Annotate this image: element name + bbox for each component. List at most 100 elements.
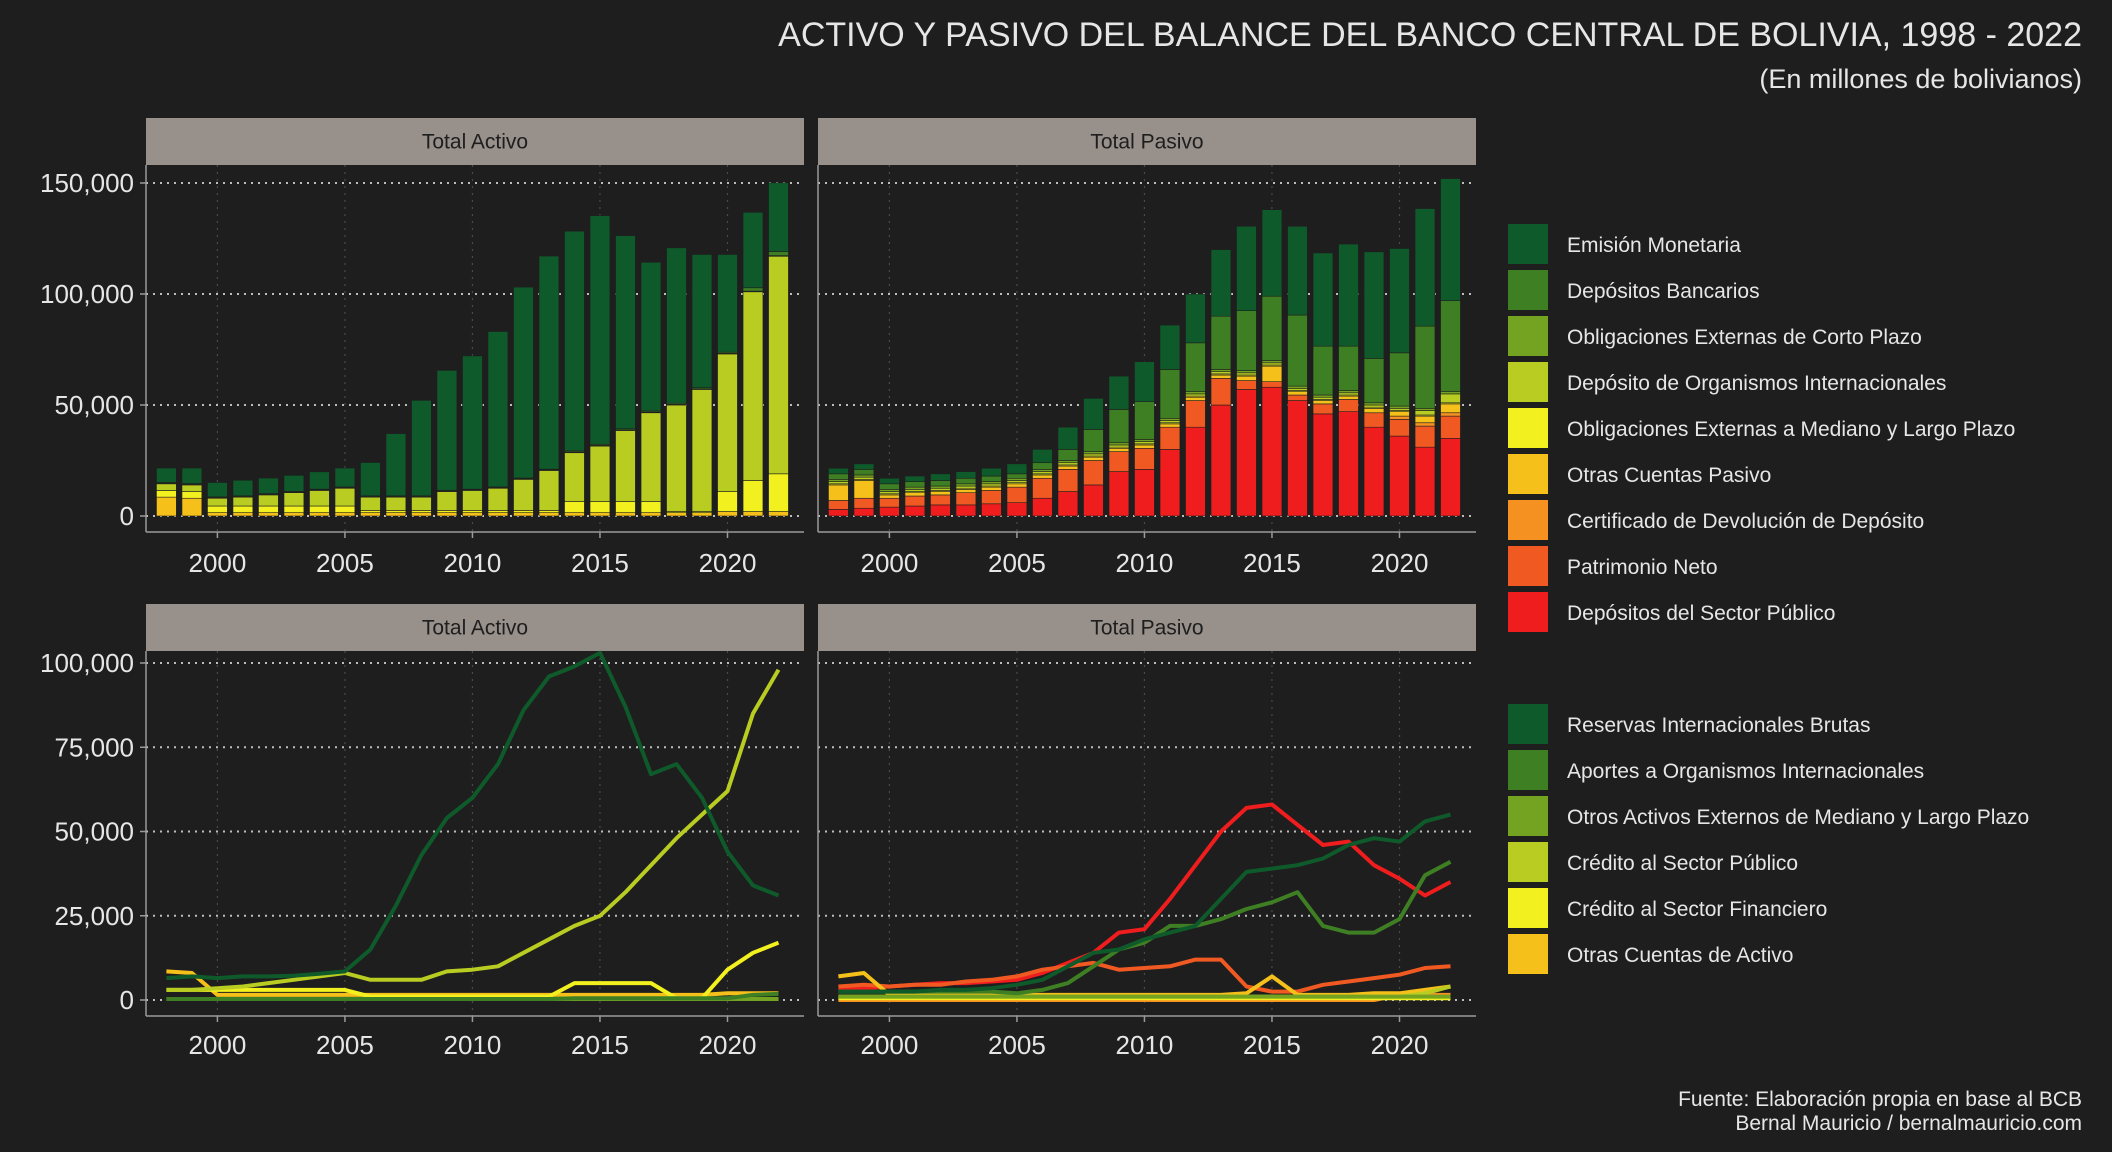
bar-segment: [879, 494, 900, 499]
bar-segment: [717, 511, 738, 517]
bar-segment: [334, 505, 356, 513]
legend-swatch: [1508, 546, 1548, 586]
bar-segment: [436, 510, 458, 513]
bar-segment: [691, 512, 713, 517]
bar-segment: [334, 487, 356, 507]
bar-segment: [1185, 400, 1206, 428]
bar-segment: [1032, 477, 1053, 499]
bar-segment: [879, 497, 900, 508]
bar-segment: [538, 512, 560, 517]
strip-background: [146, 604, 804, 651]
bar-segment: [717, 254, 738, 353]
legend-swatch: [1508, 704, 1548, 744]
bar-segment: [564, 501, 585, 513]
bar-segment: [904, 486, 926, 490]
bar-segment: [436, 491, 458, 511]
bar-segment: [853, 469, 875, 476]
bar-segment: [564, 512, 585, 517]
bar-segment: [1338, 392, 1359, 396]
bar-segment: [904, 505, 926, 517]
bar-segment: [853, 480, 875, 499]
legend-label: Crédito al Sector Financiero: [1567, 898, 1827, 921]
y-tick-label: 150,000: [40, 168, 134, 198]
bar-segment: [981, 481, 1002, 485]
bar-segment: [258, 477, 279, 494]
bar-segment: [232, 479, 254, 497]
legend-swatch: [1508, 796, 1548, 836]
panel-4: Total Pasivo 2000 2005 2010 2015 2020: [817, 604, 1476, 1060]
bar-segment: [1006, 480, 1028, 484]
bar-segment: [828, 467, 849, 475]
bar-segment: [904, 489, 926, 492]
bar-segment: [879, 483, 900, 490]
bar-segment: [1440, 391, 1461, 395]
bar-segment: [1287, 400, 1308, 517]
bar-segment: [1363, 404, 1385, 408]
bar-segment: [436, 512, 458, 517]
bar-segment: [1440, 437, 1461, 517]
bar-segment: [232, 512, 254, 517]
bar-segment: [1108, 447, 1130, 452]
bar-segment: [1287, 394, 1308, 401]
panel-3: Total Activo 0 25,000 50,000 75,000 100,000 20…: [40, 604, 804, 1060]
legend-activo: Reservas Internacionales Brutas Aportes a…: [1508, 704, 2029, 974]
bar-segment: [513, 512, 534, 517]
legend-swatch: [1508, 888, 1548, 928]
bar-segment: [1389, 435, 1410, 517]
bar-segment: [981, 486, 1002, 491]
bar-segment: [1032, 474, 1053, 479]
bar-segment: [1032, 471, 1053, 475]
bar-segment: [1440, 403, 1461, 414]
bar-segment: [930, 473, 951, 481]
bar-segment: [1006, 473, 1028, 479]
bar-segment: [955, 483, 977, 487]
bar-segment: [258, 512, 279, 517]
bar-segment: [1108, 442, 1130, 446]
bar-segment: [283, 512, 305, 517]
x-tick-label: 2010: [444, 548, 502, 578]
bar-segment: [1236, 389, 1257, 517]
legend-swatch: [1508, 842, 1548, 882]
bar-segment: [1261, 295, 1283, 361]
bar-segment: [1006, 463, 1028, 475]
bar-segment: [1083, 484, 1104, 517]
bar-segment: [385, 512, 407, 517]
bar-segment: [1057, 449, 1079, 461]
bar-segment: [385, 510, 407, 513]
panel-1: Total Activo 0 50,000 100,000 150,000 2000 200…: [40, 118, 804, 578]
bar-segment: [666, 404, 687, 512]
source-note: Fuente: Elaboración propia en base al BC…: [1678, 1088, 2082, 1111]
x-tick-label: 2020: [1371, 548, 1429, 578]
bar-segment: [1363, 251, 1385, 359]
bar-segment: [1159, 420, 1181, 424]
bar-segment: [1057, 465, 1079, 470]
bar-segment: [1083, 453, 1104, 457]
bar-segment: [1083, 460, 1104, 486]
bar-segment: [640, 412, 662, 502]
bar-segment: [981, 490, 1002, 505]
legend-label: Patrimonio Neto: [1567, 556, 1718, 579]
x-tick-label: 2000: [188, 548, 246, 578]
bar-segment: [538, 255, 560, 470]
bar-segment: [283, 505, 305, 513]
bar-segment: [411, 400, 432, 497]
bar-segment: [1159, 449, 1181, 517]
bar-segment: [768, 255, 789, 475]
legend-label: Certificado de Devolución de Depósito: [1567, 510, 1924, 533]
bar-segment: [309, 471, 330, 490]
bar-segment: [1210, 404, 1232, 517]
bar-segment: [1134, 447, 1155, 470]
legend-label: Aportes a Organismos Internacionales: [1567, 760, 1924, 783]
bar-segment: [615, 512, 636, 517]
bar-segment: [1134, 441, 1155, 445]
bar-segment: [1210, 315, 1232, 370]
bar-segment: [1338, 390, 1359, 394]
bar-segment: [181, 484, 203, 492]
bar-segment: [207, 497, 228, 507]
y-tick-label: 100,000: [40, 648, 134, 678]
legend-swatch: [1508, 224, 1548, 264]
bar-segment: [1389, 405, 1410, 409]
legend-label: Obligaciones Externas de Corto Plazo: [1567, 326, 1922, 349]
bar-segment: [1440, 412, 1461, 417]
bar-segment: [385, 496, 407, 511]
